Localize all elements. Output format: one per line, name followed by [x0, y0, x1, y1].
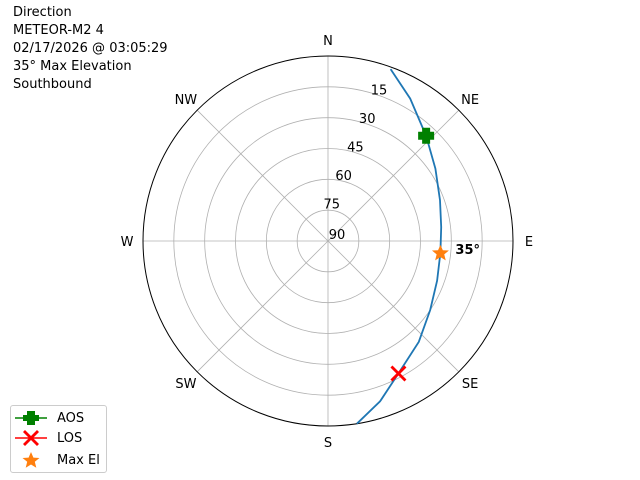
max-elevation-annotation: 35°	[455, 243, 480, 258]
radial-tick-label: 45	[347, 141, 364, 156]
plus-marker-icon	[15, 411, 47, 425]
direction-label: SE	[462, 377, 478, 392]
legend-item-los: LOS	[11, 428, 82, 448]
title-line: 35° Max Elevation	[13, 59, 132, 74]
direction-label: S	[324, 436, 332, 451]
title-line: Direction	[13, 5, 72, 20]
direction-label: SW	[175, 377, 196, 392]
legend-label: LOS	[57, 430, 83, 446]
chart-title: Direction METEOR-M2 4 02/17/2026 @ 03:05:2…	[13, 4, 168, 94]
x-marker-icon	[15, 430, 47, 446]
grid-spoke	[327, 109, 460, 242]
direction-label: NW	[175, 93, 198, 108]
radial-tick-label: 90	[329, 228, 346, 243]
los-marker	[390, 365, 407, 382]
legend-item-aos: AOS	[11, 408, 84, 428]
legend: AOS LOS Max El	[10, 405, 107, 473]
radial-tick-label: 75	[324, 198, 341, 213]
grid-spoke	[196, 240, 329, 373]
star-marker-icon	[22, 452, 40, 468]
title-line: 02/17/2026 @ 03:05:29	[13, 41, 168, 56]
direction-label: W	[121, 235, 134, 250]
direction-label: N	[323, 34, 333, 49]
radial-tick-label: 60	[335, 169, 352, 184]
polar-frame	[142, 55, 514, 427]
max-el-marker	[431, 244, 449, 261]
radial-tick-label: 15	[371, 84, 388, 99]
legend-item-max-el: Max El	[11, 450, 100, 470]
radial-tick-label: 30	[359, 112, 376, 127]
grid-spoke	[327, 240, 460, 373]
aos-marker	[418, 127, 435, 144]
legend-label: Max El	[57, 452, 100, 468]
title-line: METEOR-M2 4	[13, 23, 104, 38]
title-line: Southbound	[13, 77, 92, 92]
legend-label: AOS	[57, 410, 85, 426]
grid-spoke	[196, 109, 329, 242]
direction-label: NE	[461, 93, 479, 108]
direction-label: E	[525, 235, 533, 250]
